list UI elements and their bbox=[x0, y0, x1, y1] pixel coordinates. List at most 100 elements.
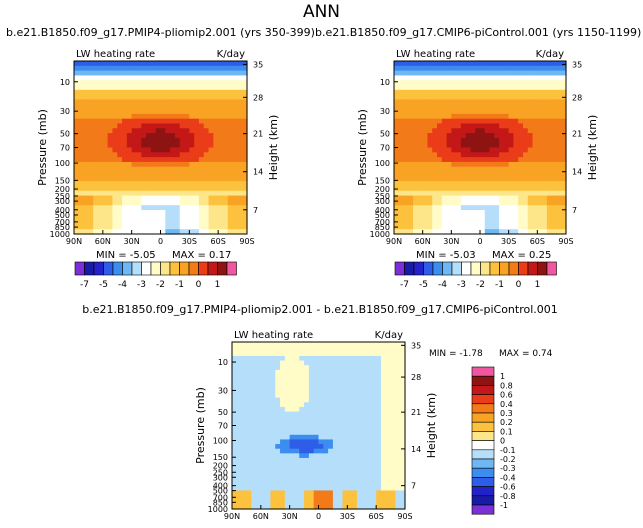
field-cell bbox=[518, 224, 524, 230]
field-cell bbox=[417, 166, 424, 173]
field-cell bbox=[184, 104, 190, 110]
field-cell bbox=[352, 471, 358, 478]
field-cell bbox=[465, 200, 472, 206]
field-cell bbox=[417, 181, 424, 187]
field-cell bbox=[155, 99, 162, 105]
panel-3-max-label: MAX = 0.74 bbox=[499, 349, 553, 359]
field-cell bbox=[131, 137, 138, 144]
field-cell bbox=[107, 190, 114, 197]
field-cell bbox=[299, 476, 305, 482]
field-cell bbox=[208, 161, 214, 168]
field-cell bbox=[446, 181, 452, 187]
field-cell bbox=[98, 205, 104, 211]
field-cell bbox=[189, 229, 195, 235]
field-cell bbox=[208, 65, 214, 72]
field-cell bbox=[313, 476, 320, 482]
field-cell bbox=[241, 462, 248, 468]
field-cell bbox=[98, 137, 104, 144]
field-cell bbox=[556, 89, 562, 96]
field-cell bbox=[289, 342, 296, 348]
field-cell bbox=[131, 157, 138, 163]
field-cell bbox=[246, 374, 252, 380]
field-cell bbox=[260, 342, 267, 348]
colorbar-swatch bbox=[188, 261, 199, 276]
y-tick-label: 300 bbox=[55, 197, 70, 206]
field-cell bbox=[88, 181, 94, 187]
field-cell bbox=[422, 113, 429, 120]
field-cell bbox=[112, 224, 118, 230]
field-cell bbox=[437, 133, 443, 139]
field-cell bbox=[208, 176, 214, 182]
field-cell bbox=[179, 205, 186, 211]
field-cell bbox=[294, 342, 300, 348]
field-cell bbox=[494, 94, 500, 101]
field-cell bbox=[194, 128, 200, 134]
field-cell bbox=[342, 369, 348, 376]
field-cell bbox=[395, 434, 401, 441]
field-cell bbox=[403, 161, 409, 168]
field-cell bbox=[222, 200, 229, 206]
field-cell bbox=[294, 369, 300, 376]
field-cell bbox=[551, 185, 558, 192]
field-cell bbox=[131, 209, 138, 216]
colorbar-swatch bbox=[442, 261, 453, 276]
field-cell bbox=[337, 504, 344, 510]
field-cell bbox=[141, 61, 147, 67]
field-cell bbox=[179, 118, 186, 125]
field-cell bbox=[480, 128, 486, 134]
field-cell bbox=[347, 448, 353, 454]
field-cell bbox=[251, 504, 257, 510]
field-cell bbox=[417, 113, 424, 120]
field-cell bbox=[446, 61, 452, 67]
field-cell bbox=[304, 374, 310, 380]
field-cell bbox=[328, 388, 334, 394]
field-cell bbox=[74, 109, 80, 115]
field-cell bbox=[122, 200, 128, 206]
field-cell bbox=[403, 65, 409, 72]
field-cell bbox=[456, 157, 462, 163]
field-cell bbox=[236, 490, 243, 496]
field-cell bbox=[342, 365, 348, 371]
field-cell bbox=[371, 388, 377, 394]
field-cell bbox=[251, 351, 257, 357]
field-cell bbox=[427, 161, 433, 168]
field-cell bbox=[136, 75, 142, 81]
field-cell bbox=[470, 123, 476, 129]
field-cell bbox=[508, 94, 515, 101]
field-cell bbox=[98, 181, 104, 187]
field-cell bbox=[179, 61, 186, 67]
field-cell bbox=[456, 166, 462, 173]
field-cell bbox=[150, 219, 157, 225]
field-cell bbox=[218, 85, 224, 91]
field-cell bbox=[184, 65, 190, 72]
field-cell bbox=[126, 113, 133, 120]
field-cell bbox=[484, 195, 491, 201]
field-cell bbox=[260, 425, 267, 431]
field-cell bbox=[184, 85, 190, 91]
field-cell bbox=[385, 499, 392, 505]
field-cell bbox=[366, 485, 372, 492]
field-cell bbox=[432, 229, 438, 235]
field-cell bbox=[456, 133, 462, 139]
field-cell bbox=[561, 142, 567, 149]
field-cell bbox=[408, 61, 414, 67]
field-cell bbox=[237, 133, 243, 139]
field-cell bbox=[332, 430, 339, 436]
field-cell bbox=[475, 94, 481, 101]
field-cell bbox=[155, 65, 162, 72]
field-cell bbox=[189, 185, 195, 192]
field-cell bbox=[222, 113, 229, 120]
field-cell bbox=[242, 142, 248, 149]
field-cell bbox=[441, 113, 448, 120]
field-cell bbox=[136, 185, 142, 192]
field-cell bbox=[513, 214, 519, 221]
field-cell bbox=[218, 147, 224, 153]
field-cell bbox=[74, 166, 80, 173]
field-cell bbox=[328, 351, 334, 357]
field-cell bbox=[532, 65, 538, 72]
field-cell bbox=[446, 147, 452, 153]
field-cell bbox=[380, 485, 387, 492]
field-cell bbox=[256, 453, 262, 459]
field-cell bbox=[203, 161, 210, 168]
field-cell bbox=[260, 485, 267, 492]
